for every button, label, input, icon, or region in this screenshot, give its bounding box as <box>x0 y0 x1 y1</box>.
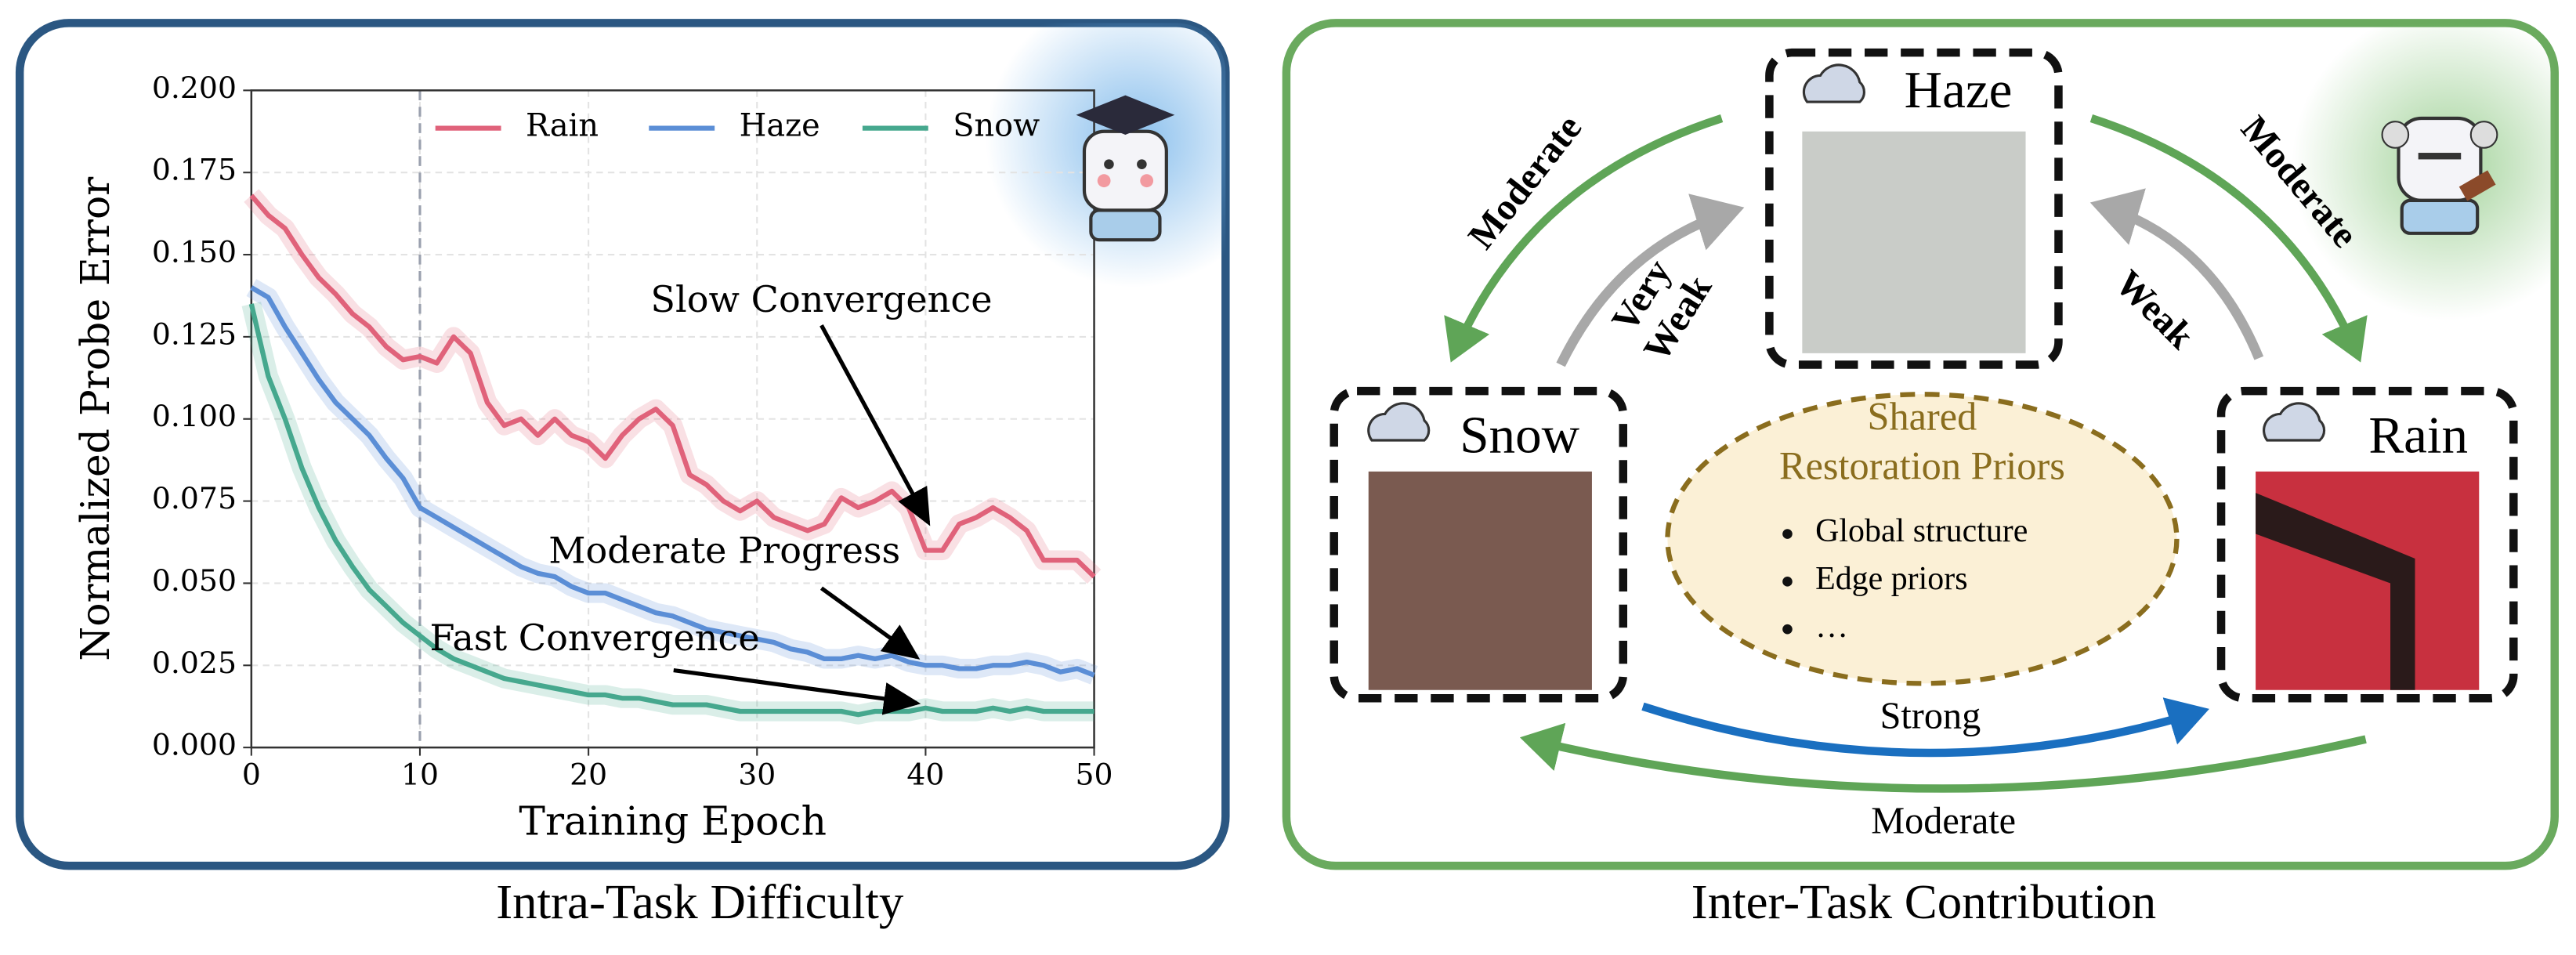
y-tick-label: 0.150 <box>152 235 237 269</box>
y-tick-label: 0.200 <box>152 71 237 105</box>
y-tick-label: 0.075 <box>152 481 237 515</box>
plot-frame <box>250 89 1095 749</box>
annotation-arrow <box>819 586 921 660</box>
caption: Inter-Task Contribution <box>1691 874 2156 929</box>
arrow <box>2089 188 2264 360</box>
caption: Intra-Task Difficulty <box>496 874 904 929</box>
arrow <box>2089 114 2368 363</box>
weather-icons <box>1367 63 2326 442</box>
annotation-arrow <box>819 324 931 526</box>
shared-priors-ellipse <box>1665 392 2180 686</box>
legend-label: Snow <box>953 108 1040 144</box>
node-label: Snow <box>1460 405 1579 464</box>
judge-robot <box>2381 116 2498 235</box>
line-chart: 0.000 0.025 0.050 0.075 0.100 0.125 0.150 0.175… <box>72 71 1113 845</box>
x-tick-label: 10 <box>401 757 439 791</box>
x-tick-label: 30 <box>738 757 776 791</box>
x-tick-label: 50 <box>1076 757 1113 791</box>
annotation: Moderate Progress <box>548 530 900 572</box>
x-axis-label: Training Epoch <box>519 798 827 845</box>
center-item: Edge priors <box>1815 561 1967 597</box>
rain-image-detail <box>2256 493 2415 690</box>
annotation-arrow <box>673 667 921 715</box>
rain-image <box>2256 471 2480 690</box>
line <box>248 303 1094 718</box>
y-tick-label: 0.000 <box>152 728 237 762</box>
edge-label: Moderate <box>1871 801 2016 842</box>
edge-label: Strong <box>1880 696 1981 737</box>
bullet <box>1782 577 1793 587</box>
bullet <box>1782 529 1793 539</box>
bullet <box>1782 624 1793 635</box>
snow-image <box>1368 471 1592 690</box>
line <box>249 194 1096 579</box>
y-axis-label: Normalized Probe Error <box>72 176 118 661</box>
y-tick-label: 0.025 <box>152 646 237 680</box>
y-tick-label: 0.175 <box>152 153 237 187</box>
node-label: Haze <box>1905 60 2013 119</box>
center-item: Global structure <box>1815 513 2028 549</box>
legend-label: Rain <box>526 108 599 144</box>
y-tick-label: 0.050 <box>152 563 237 598</box>
arrow <box>1444 114 1724 363</box>
arrow <box>1519 722 2367 793</box>
annotation: Slow Convergence <box>650 278 992 320</box>
legend-label: Haze <box>740 108 820 144</box>
center-title: Restoration Priors <box>1779 443 2065 487</box>
line <box>250 285 1095 678</box>
x-tick-label: 40 <box>906 757 944 791</box>
y-tick-label: 0.100 <box>152 399 237 433</box>
x-tick-label: 20 <box>570 757 607 791</box>
y-tick-label: 0.125 <box>152 317 237 351</box>
teacher-robot <box>1076 95 1175 242</box>
center-item: … <box>1815 609 1848 645</box>
center-title: Shared <box>1868 394 1977 438</box>
left-panel <box>15 19 1230 870</box>
node-label: Rain <box>2368 405 2468 464</box>
x-tick-label: 0 <box>242 757 261 791</box>
haze-image <box>1802 131 2026 353</box>
arrow <box>1556 194 1745 367</box>
arrow <box>1641 697 2209 758</box>
annotation: Fast Convergence <box>430 617 760 659</box>
